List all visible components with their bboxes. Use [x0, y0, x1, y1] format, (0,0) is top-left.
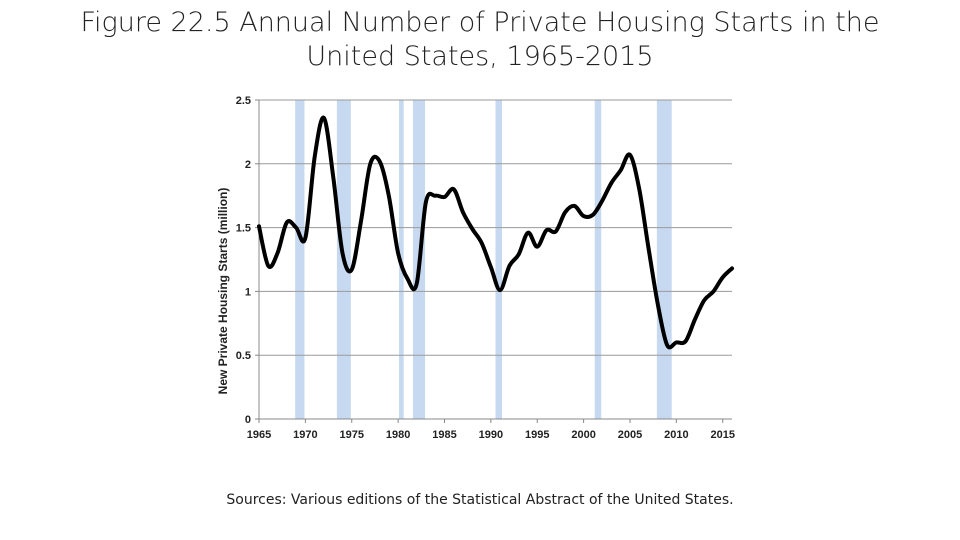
y-tick-label-2: 1 [245, 286, 251, 298]
chart-svg: 0 0.5 1 1.5 2 2.5 1965 1970 1975 1980 1985 1990 1995… [216, 95, 735, 441]
slide-title-line-1: Figure 22.5 Annual Number of Private Hou… [80, 7, 880, 38]
x-tick-label-3: 1980 [386, 429, 410, 441]
recession-band-0 [295, 100, 305, 419]
x-tick-label-10: 2015 [710, 429, 734, 441]
slide-title-line-2: United States, 1965-2015 [306, 41, 654, 72]
series-line-group [257, 115, 734, 350]
axes [255, 99, 732, 423]
sources-note: Sources: Various editions of the Statist… [226, 492, 734, 508]
x-tick-label-4: 1985 [432, 429, 456, 441]
x-tick-label-5: 1990 [479, 429, 503, 441]
y-tick-label-4: 2 [245, 159, 251, 171]
recession-band-6 [656, 100, 672, 419]
x-tick-label-7: 2000 [571, 429, 595, 441]
x-tick-label-1: 1970 [293, 429, 317, 441]
x-tick-label-0: 1965 [247, 429, 271, 441]
housing-starts-chart: 0 0.5 1 1.5 2 2.5 1965 1970 1975 1980 1985 1990 1995… [200, 86, 760, 456]
y-axis-label: New Private Housing Starts (million) [216, 188, 230, 395]
x-tick-label-6: 1995 [525, 429, 549, 441]
recession-bands [295, 100, 672, 419]
x-tick-label-9: 2010 [664, 429, 688, 441]
x-tick-label-2: 1975 [340, 429, 364, 441]
y-tick-label-3: 1.5 [236, 223, 251, 235]
recession-band-5 [594, 100, 602, 419]
recession-band-4 [495, 100, 502, 419]
housing-starts-line [257, 115, 734, 350]
x-tick-label-8: 2005 [618, 429, 642, 441]
slide-title: Figure 22.5 Annual Number of Private Hou… [60, 6, 900, 74]
y-tick-label-1: 0.5 [236, 350, 251, 362]
y-tick-label-0: 0 [245, 414, 251, 426]
tick-labels: 0 0.5 1 1.5 2 2.5 1965 1970 1975 1980 1985 1990 1995… [236, 95, 735, 441]
y-tick-label-5: 2.5 [236, 95, 251, 107]
